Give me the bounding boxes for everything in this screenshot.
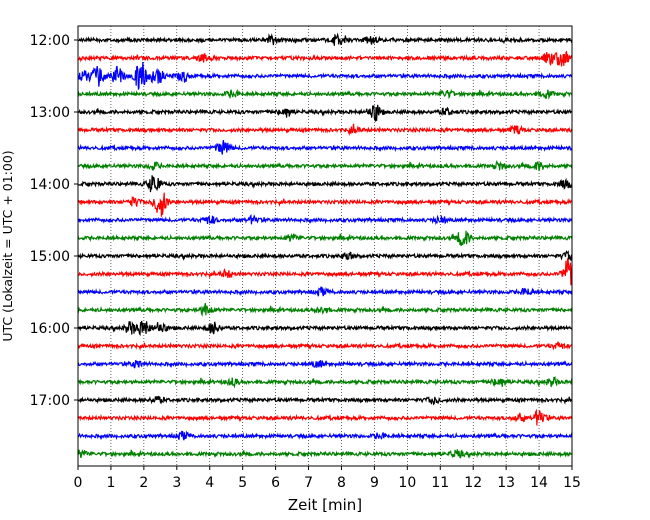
x-tick-label-7: 7	[304, 475, 313, 491]
x-tick-label-11: 11	[431, 475, 449, 491]
trace-1300	[77, 104, 573, 123]
trace-1200	[77, 32, 573, 46]
trace-1630	[77, 359, 573, 369]
trace-1230	[77, 61, 573, 90]
trace-1500	[77, 250, 573, 261]
trace-1545	[77, 302, 573, 317]
trace-1430	[77, 214, 573, 226]
x-tick-label-4: 4	[205, 475, 214, 491]
trace-1445	[77, 230, 573, 247]
y-tick-label-12:00: 12:00	[30, 33, 70, 49]
x-tick-label-15: 15	[563, 475, 581, 491]
x-tick-label-3: 3	[172, 475, 181, 491]
trace-1400	[77, 175, 573, 193]
trace-1215	[77, 50, 573, 67]
y-tick-label-15:00: 15:00	[30, 249, 70, 265]
x-tick-label-6: 6	[271, 475, 280, 491]
trace-1515	[77, 257, 573, 286]
y-axis-label: UTC (Lokalzeit = UTC + 01:00)	[0, 150, 15, 341]
x-tick-label-8: 8	[337, 475, 346, 491]
trace-1530	[77, 286, 573, 297]
x-tick-label-5: 5	[238, 475, 247, 491]
x-tick-label-1: 1	[106, 475, 115, 491]
x-tick-label-13: 13	[497, 475, 515, 491]
seismic-traces	[77, 32, 573, 459]
y-tick-label-13:00: 13:00	[30, 105, 70, 121]
trace-1745	[77, 449, 573, 459]
y-tick-label-14:00: 14:00	[30, 177, 70, 193]
x-tick-label-0: 0	[74, 475, 83, 491]
trace-1415	[77, 192, 573, 217]
y-tick-label-16:00: 16:00	[30, 321, 70, 337]
y-tick-label-17:00: 17:00	[30, 393, 70, 409]
x-tick-label-14: 14	[530, 475, 548, 491]
trace-1345	[77, 160, 573, 172]
plot-background	[78, 26, 572, 466]
x-tick-label-12: 12	[464, 475, 482, 491]
trace-1730	[77, 430, 573, 441]
x-tick-label-10: 10	[398, 475, 416, 491]
trace-1645	[77, 375, 573, 389]
x-tick-label-9: 9	[370, 475, 379, 491]
x-axis: 0 1 2 3 4 5 6 7 8 9 10 11 12 13 14 15	[74, 466, 581, 491]
trace-1615	[77, 340, 573, 351]
trace-1715	[77, 408, 573, 426]
y-axis: 12:00 13:00 14:00 15:00 16:00 17:00	[30, 33, 78, 409]
grid-lines	[110, 26, 540, 466]
trace-1330	[77, 139, 573, 155]
x-tick-label-2: 2	[139, 475, 148, 491]
trace-1700	[77, 395, 573, 406]
trace-1315	[77, 123, 573, 136]
x-axis-label: Zeit [min]	[288, 496, 362, 514]
trace-1600	[77, 320, 573, 337]
trace-1245	[77, 88, 573, 100]
plot-frame	[77, 25, 573, 467]
